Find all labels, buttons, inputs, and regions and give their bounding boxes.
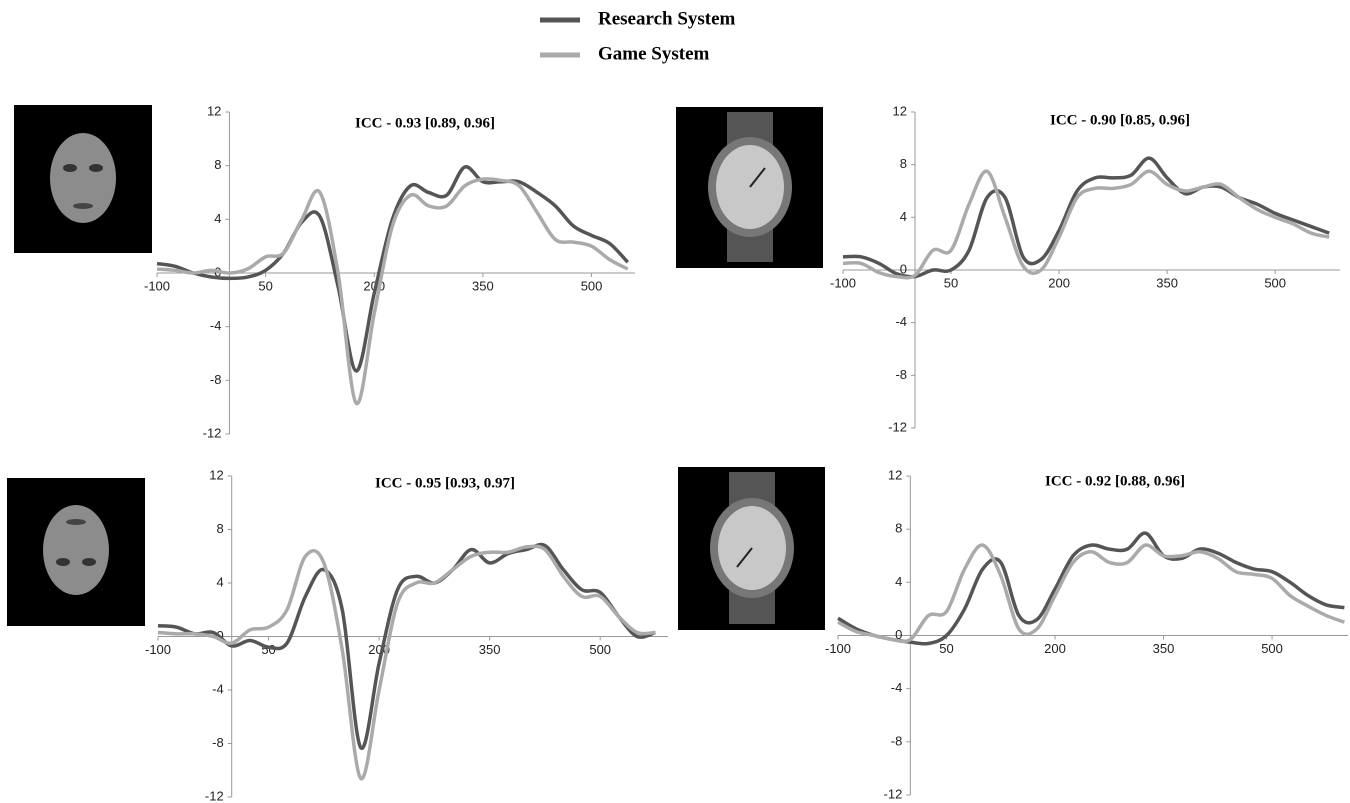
series-line	[842, 156, 1330, 279]
x-tick-label: -100	[145, 642, 171, 657]
x-tick-label: 500	[581, 278, 603, 293]
y-tick-label: 12	[207, 103, 221, 118]
x-tick-label: -100	[144, 278, 170, 293]
x-tick-label: 500	[1264, 275, 1286, 290]
legend-label: Research System	[598, 8, 736, 29]
y-tick-label: -8	[212, 735, 224, 750]
y-tick-label: -12	[205, 788, 224, 803]
y-tick-label: -4	[212, 681, 224, 696]
y-tick-label: 12	[888, 467, 902, 482]
y-tick-label: 8	[214, 157, 221, 172]
x-tick-label: 350	[479, 642, 501, 657]
chart-title: ICC - 0.93 [0.89, 0.96]	[355, 115, 495, 131]
y-tick-label: 4	[214, 211, 221, 226]
y-tick-label: 8	[900, 156, 907, 171]
y-tick-label: -8	[891, 733, 903, 748]
y-tick-label: 4	[216, 574, 223, 589]
chart-title: ICC - 0.90 [0.85, 0.96]	[1050, 112, 1190, 128]
series-line	[842, 169, 1330, 280]
y-tick-label: -12	[888, 419, 907, 434]
stimulus-watch-inverted	[678, 467, 825, 630]
x-tick-label: 200	[1048, 275, 1070, 290]
stimulus-face	[14, 105, 152, 253]
legend-label: Game System	[598, 43, 710, 64]
x-tick-label: 350	[1153, 641, 1175, 656]
x-tick-label: 350	[472, 278, 494, 293]
y-tick-label: 4	[900, 209, 907, 224]
y-tick-label: 4	[895, 574, 902, 589]
series-line	[157, 544, 656, 781]
x-tick-label: 50	[944, 275, 958, 290]
series-line	[837, 543, 1345, 644]
y-tick-label: 0	[900, 261, 907, 276]
x-tick-label: -100	[825, 641, 851, 656]
series-line	[157, 542, 657, 750]
chart-title: ICC - 0.95 [0.93, 0.97]	[375, 475, 515, 491]
x-tick-label: 500	[589, 642, 611, 657]
y-tick-label: -4	[895, 314, 907, 329]
legend: Research System Game System	[540, 8, 736, 64]
x-tick-label: 500	[1261, 641, 1283, 656]
chart-title: ICC - 0.92 [0.88, 0.96]	[1045, 473, 1185, 489]
y-tick-label: 12	[893, 103, 907, 118]
y-tick-label: 12	[209, 467, 223, 482]
x-tick-label: -100	[830, 275, 856, 290]
y-tick-label: 8	[216, 521, 223, 536]
y-tick-label: 8	[895, 521, 902, 536]
y-tick-label: -8	[210, 372, 222, 387]
x-tick-label: 50	[939, 641, 953, 656]
stimulus-face-inverted	[7, 478, 145, 626]
y-tick-label: -4	[891, 680, 903, 695]
x-tick-label: 200	[1044, 641, 1066, 656]
y-tick-label: -12	[203, 425, 222, 440]
x-tick-label: 50	[258, 278, 272, 293]
y-tick-label: 0	[895, 627, 902, 642]
y-tick-label: -12	[884, 786, 903, 801]
series-line	[156, 177, 629, 405]
x-tick-label: 350	[1156, 275, 1178, 290]
y-tick-label: -8	[895, 367, 907, 382]
series-line	[156, 165, 630, 373]
stimulus-watch	[676, 107, 823, 268]
series-line	[837, 531, 1345, 646]
y-tick-label: -4	[210, 318, 222, 333]
